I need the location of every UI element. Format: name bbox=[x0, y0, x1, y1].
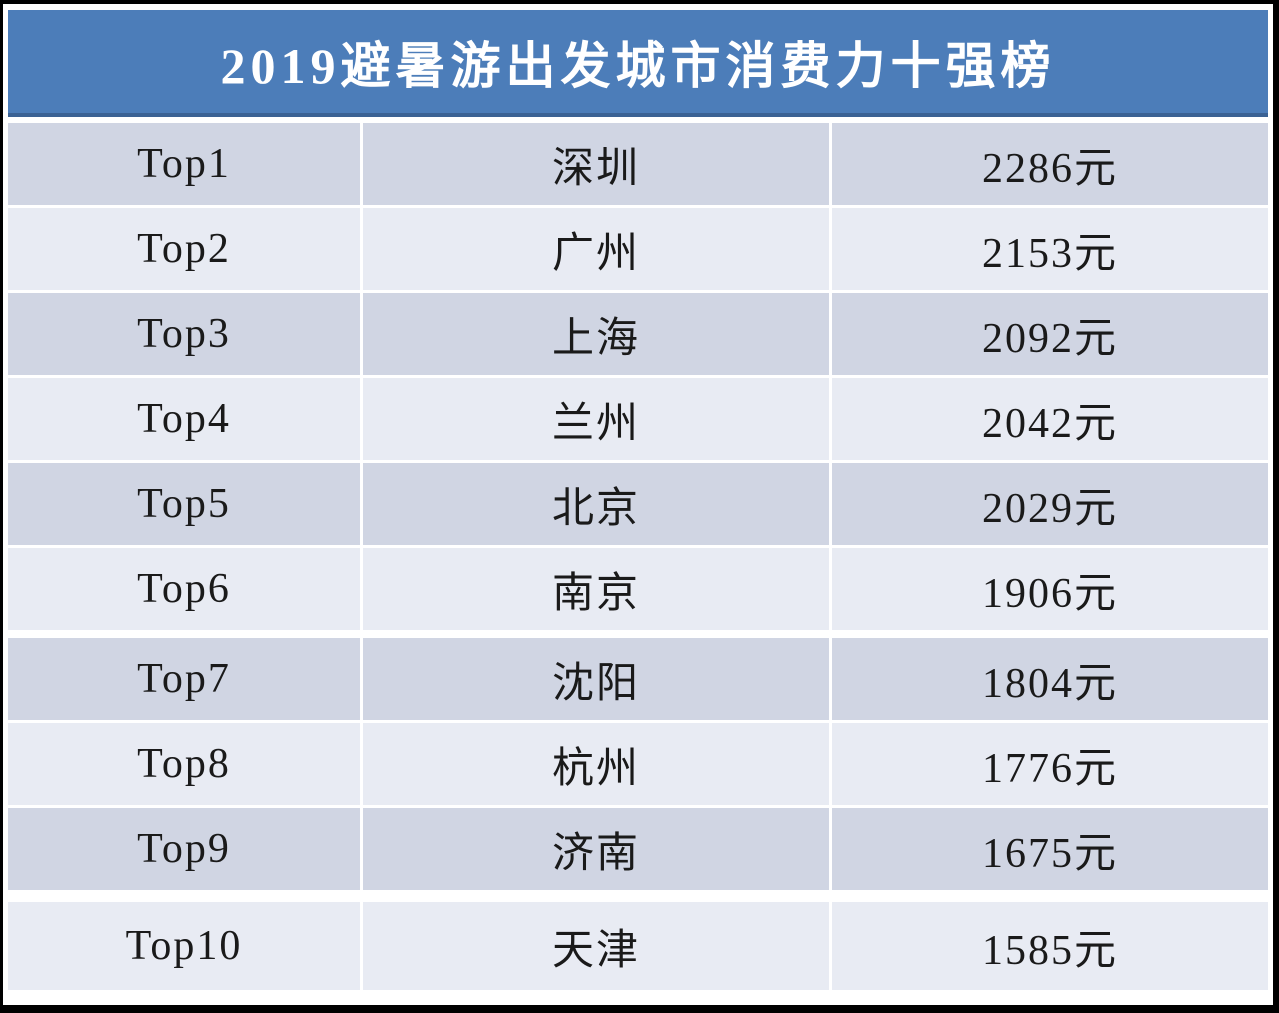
rank-cell: Top9 bbox=[8, 808, 360, 890]
value-cell: 1585元 bbox=[832, 902, 1268, 990]
value-cell: 2042元 bbox=[832, 378, 1268, 460]
city-cell: 兰州 bbox=[363, 378, 829, 460]
table-row: Top10 天津 1585元 bbox=[8, 902, 1268, 990]
city-cell: 济南 bbox=[363, 808, 829, 890]
table-row: Top7 沈阳 1804元 bbox=[8, 638, 1268, 720]
city-cell: 北京 bbox=[363, 463, 829, 545]
table-title-bar: 2019避暑游出发城市消费力十强榜 bbox=[8, 10, 1268, 117]
table-row: Top2 广州 2153元 bbox=[8, 208, 1268, 290]
city-cell: 杭州 bbox=[363, 723, 829, 805]
table-row: Top3 上海 2092元 bbox=[8, 293, 1268, 375]
value-cell: 1675元 bbox=[832, 808, 1268, 890]
table-row: Top9 济南 1675元 bbox=[8, 808, 1268, 890]
city-cell: 上海 bbox=[363, 293, 829, 375]
rank-cell: Top1 bbox=[8, 123, 360, 205]
city-cell: 深圳 bbox=[363, 123, 829, 205]
rank-cell: Top5 bbox=[8, 463, 360, 545]
rank-cell: Top3 bbox=[8, 293, 360, 375]
rank-cell: Top10 bbox=[8, 902, 360, 990]
table-row: Top6 南京 1906元 bbox=[8, 548, 1268, 630]
table-title: 2019避暑游出发城市消费力十强榜 bbox=[220, 37, 1056, 94]
rank-cell: Top4 bbox=[8, 378, 360, 460]
city-cell: 南京 bbox=[363, 548, 829, 630]
value-cell: 1804元 bbox=[832, 638, 1268, 720]
rank-cell: Top8 bbox=[8, 723, 360, 805]
table-row: Top4 兰州 2042元 bbox=[8, 378, 1268, 460]
value-cell: 2092元 bbox=[832, 293, 1268, 375]
rank-cell: Top7 bbox=[8, 638, 360, 720]
table-container: 2019避暑游出发城市消费力十强榜 Top1 深圳 2286元 Top2 广州 … bbox=[3, 4, 1273, 1005]
value-cell: 1906元 bbox=[832, 548, 1268, 630]
value-cell: 2153元 bbox=[832, 208, 1268, 290]
table-row: Top8 杭州 1776元 bbox=[8, 723, 1268, 805]
city-cell: 沈阳 bbox=[363, 638, 829, 720]
city-cell: 天津 bbox=[363, 902, 829, 990]
rank-cell: Top2 bbox=[8, 208, 360, 290]
value-cell: 2029元 bbox=[832, 463, 1268, 545]
value-cell: 1776元 bbox=[832, 723, 1268, 805]
table-row: Top5 北京 2029元 bbox=[8, 463, 1268, 545]
table-row: Top1 深圳 2286元 bbox=[8, 123, 1268, 205]
city-cell: 广州 bbox=[363, 208, 829, 290]
value-cell: 2286元 bbox=[832, 123, 1268, 205]
rank-cell: Top6 bbox=[8, 548, 360, 630]
